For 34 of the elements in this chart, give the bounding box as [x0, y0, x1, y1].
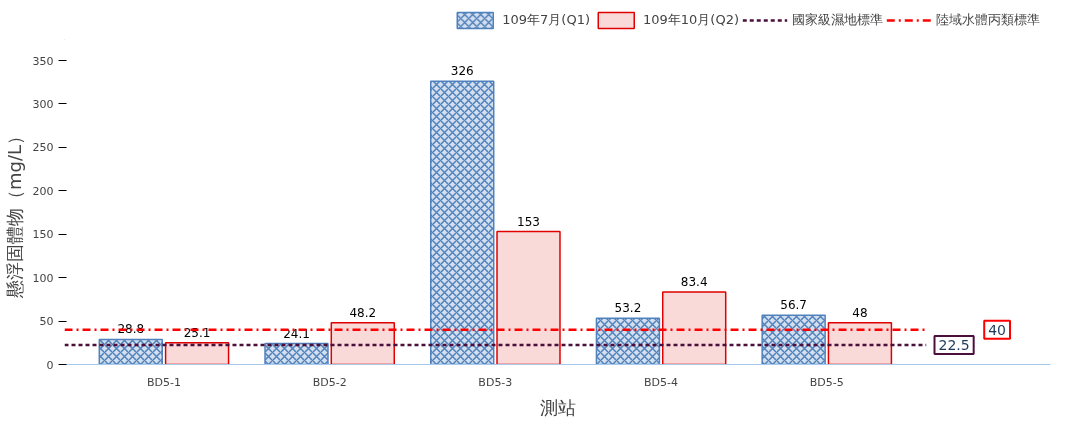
- bar: [661, 291, 727, 365]
- y-tick-label: 0: [46, 358, 54, 372]
- x-tick-label: BD5-1: [146, 375, 181, 389]
- legend-label: 國家級濕地標準: [792, 11, 883, 29]
- bar: [330, 321, 396, 365]
- x-axis-title: 測站: [539, 396, 576, 418]
- data-label: 83.4: [680, 275, 708, 290]
- text: 40: [988, 321, 1007, 338]
- bar: [827, 322, 893, 365]
- bar: [164, 341, 230, 365]
- x-tick-label: BD5-5: [809, 375, 844, 389]
- y-tick-label: 150: [32, 228, 54, 242]
- bar: [496, 230, 561, 365]
- x-tick-label: BD5-4: [644, 375, 679, 389]
- data-label: 326: [450, 64, 474, 79]
- y-tick-label: 100: [32, 271, 54, 285]
- legend-label: 陸域水體丙類標準: [936, 11, 1040, 29]
- y-axis-title: 懸浮固體物（mg/L）: [3, 126, 25, 300]
- data-label: 53.2: [614, 301, 642, 316]
- legend-label: 109年7月(Q1): [502, 11, 590, 29]
- y-tick-label: 250: [32, 141, 54, 155]
- y-tick-label: 300: [32, 97, 54, 111]
- legend-label: 109年10月(Q2): [642, 11, 739, 29]
- data-label: 56.7: [780, 298, 807, 313]
- data-label: 48.2: [349, 305, 377, 320]
- y-tick-label: 350: [32, 54, 54, 68]
- y-tick-label: 200: [32, 184, 54, 198]
- data-label: 48: [852, 305, 868, 320]
- x-tick-label: BD5-2: [312, 375, 347, 389]
- data-label: 25.1: [183, 325, 211, 340]
- data-label: 153: [517, 214, 540, 229]
- x-tick-label: BD5-3: [478, 375, 513, 389]
- text: 22.5: [938, 336, 970, 353]
- y-tick-label: 50: [39, 315, 54, 329]
